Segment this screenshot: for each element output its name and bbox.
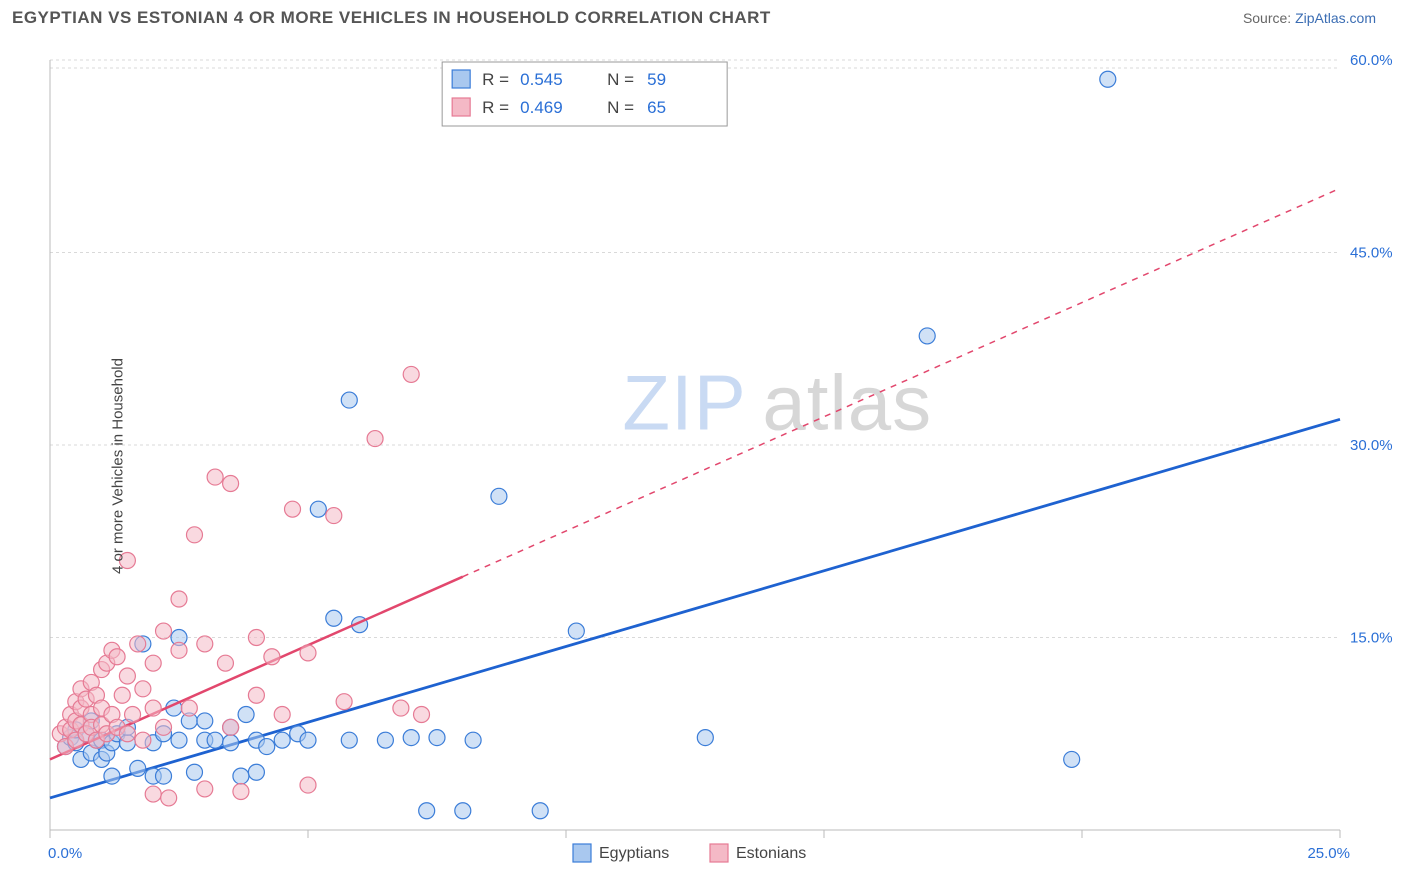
- watermark: ZIP: [622, 359, 746, 447]
- corr-n-label: N =: [607, 70, 634, 89]
- data-point: [217, 655, 233, 671]
- data-point: [274, 707, 290, 723]
- x-tick-label: 25.0%: [1307, 845, 1350, 862]
- legend-swatch: [452, 70, 470, 88]
- data-point: [186, 527, 202, 543]
- data-point: [186, 764, 202, 780]
- y-tick-label: 30.0%: [1350, 437, 1393, 454]
- corr-n-value: 59: [647, 70, 666, 89]
- data-point: [145, 700, 161, 716]
- x-tick-label: 0.0%: [48, 845, 82, 862]
- data-point: [223, 476, 239, 492]
- data-point: [119, 668, 135, 684]
- data-point: [197, 636, 213, 652]
- data-point: [171, 591, 187, 607]
- data-point: [145, 786, 161, 802]
- data-point: [919, 328, 935, 344]
- data-point: [367, 431, 383, 447]
- correlation-scatter-chart: ZIPatlas 0.0% 25.0% 15.0% 30.0% 45.0% 60.0% R =…: [0, 40, 1406, 892]
- legend-swatch: [710, 844, 728, 862]
- data-point: [156, 623, 172, 639]
- y-tick-label: 45.0%: [1350, 245, 1393, 262]
- corr-r-value: 0.545: [520, 70, 563, 89]
- data-point: [114, 687, 130, 703]
- y-tick-label: 60.0%: [1350, 52, 1393, 69]
- data-point: [161, 790, 177, 806]
- data-point: [403, 730, 419, 746]
- data-point: [197, 713, 213, 729]
- data-point: [125, 707, 141, 723]
- data-point: [341, 732, 357, 748]
- data-point: [326, 610, 342, 626]
- data-point: [156, 768, 172, 784]
- data-point: [119, 726, 135, 742]
- legend-label: Egyptians: [599, 845, 669, 862]
- data-point: [403, 366, 419, 382]
- data-point: [233, 768, 249, 784]
- data-point: [207, 732, 223, 748]
- data-point: [377, 732, 393, 748]
- data-point: [248, 764, 264, 780]
- data-point: [274, 732, 290, 748]
- data-point: [419, 803, 435, 819]
- y-tick-label: 15.0%: [1350, 630, 1393, 647]
- data-point: [532, 803, 548, 819]
- data-point: [393, 700, 409, 716]
- data-point: [259, 739, 275, 755]
- data-point: [264, 649, 280, 665]
- corr-n-value: 65: [647, 98, 666, 117]
- data-point: [248, 630, 264, 646]
- data-point: [568, 623, 584, 639]
- source-attribution: Source: ZipAtlas.com: [1243, 10, 1376, 26]
- legend-swatch: [573, 844, 591, 862]
- corr-r-label: R =: [482, 98, 509, 117]
- y-axis-label: 4 or more Vehicles in Household: [109, 358, 126, 574]
- data-point: [491, 488, 507, 504]
- source-link[interactable]: ZipAtlas.com: [1295, 10, 1376, 26]
- data-point: [145, 655, 161, 671]
- data-point: [1064, 751, 1080, 767]
- data-point: [697, 730, 713, 746]
- data-point: [336, 694, 352, 710]
- data-point: [223, 719, 239, 735]
- corr-r-value: 0.469: [520, 98, 563, 117]
- data-point: [465, 732, 481, 748]
- data-point: [130, 636, 146, 652]
- data-point: [300, 732, 316, 748]
- watermark: atlas: [762, 359, 932, 447]
- data-point: [233, 784, 249, 800]
- data-point: [285, 501, 301, 517]
- data-point: [181, 700, 197, 716]
- data-point: [135, 732, 151, 748]
- data-point: [104, 768, 120, 784]
- corr-n-label: N =: [607, 98, 634, 117]
- data-point: [156, 719, 172, 735]
- trend-line: [50, 419, 1340, 798]
- data-point: [414, 707, 430, 723]
- data-point: [1100, 71, 1116, 87]
- data-point: [135, 681, 151, 697]
- data-point: [455, 803, 471, 819]
- data-point: [207, 469, 223, 485]
- data-point: [171, 642, 187, 658]
- corr-r-label: R =: [482, 70, 509, 89]
- data-point: [238, 707, 254, 723]
- data-point: [341, 392, 357, 408]
- data-point: [300, 645, 316, 661]
- legend-label: Estonians: [736, 845, 806, 862]
- trend-line-extrapolated: [463, 188, 1340, 576]
- legend-swatch: [452, 98, 470, 116]
- data-point: [130, 760, 146, 776]
- data-point: [171, 732, 187, 748]
- data-point: [310, 501, 326, 517]
- data-point: [326, 508, 342, 524]
- data-point: [197, 781, 213, 797]
- data-point: [429, 730, 445, 746]
- data-point: [300, 777, 316, 793]
- data-point: [109, 649, 125, 665]
- chart-title: EGYPTIAN VS ESTONIAN 4 OR MORE VEHICLES …: [12, 8, 771, 28]
- data-point: [248, 687, 264, 703]
- data-point: [223, 735, 239, 751]
